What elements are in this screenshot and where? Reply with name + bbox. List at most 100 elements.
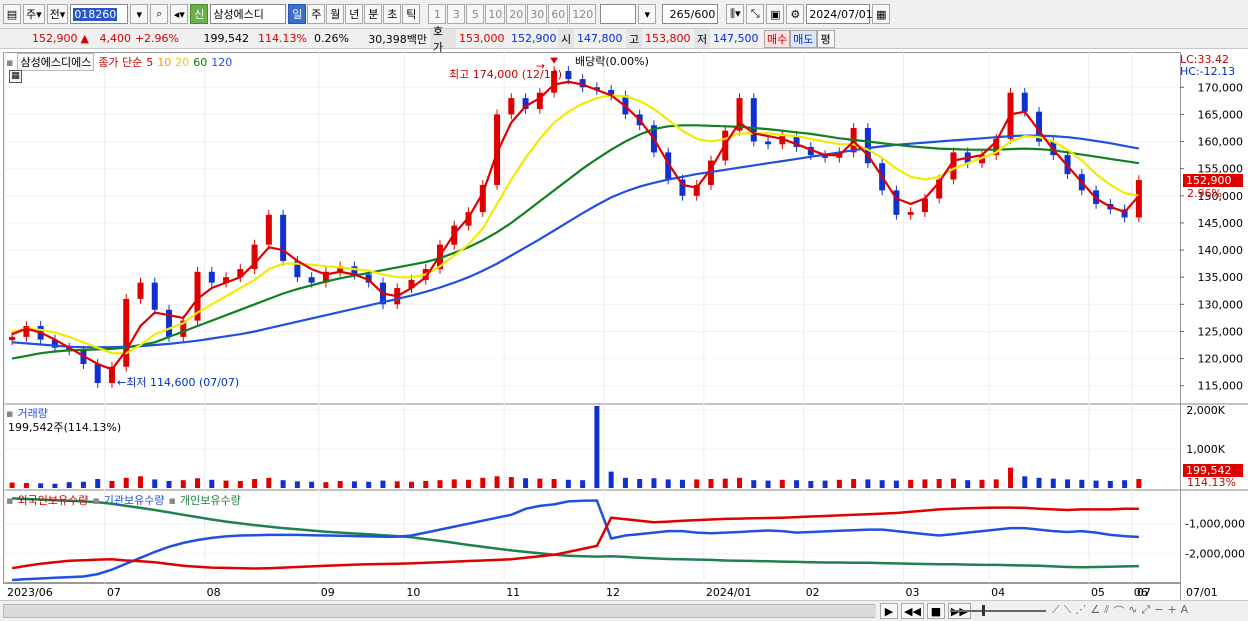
- individual-holdings-line: [12, 497, 1139, 569]
- volume-ratio: 114.13%: [258, 32, 307, 45]
- y-tick-label: 165,000: [1198, 108, 1244, 121]
- fib-tool-icon[interactable]: ⋰: [1075, 603, 1087, 616]
- legend-foreign[interactable]: 외국인보유수량: [17, 494, 89, 507]
- volume-bar: [23, 482, 29, 488]
- volume-bar: [95, 479, 101, 488]
- speaker-icon[interactable]: ◂▾: [170, 4, 189, 24]
- tab-interval-year[interactable]: 년: [345, 4, 364, 24]
- volume-bar: [679, 479, 685, 488]
- volume-bar: [537, 478, 543, 488]
- channel-tool-icon[interactable]: ⫽: [1104, 603, 1110, 616]
- legend-ma120[interactable]: 120: [211, 55, 233, 69]
- angle-tool-icon[interactable]: ∠: [1090, 603, 1101, 616]
- tab-interval-month[interactable]: 월: [326, 4, 345, 24]
- volume-bar: [494, 476, 500, 488]
- tab-interval-tick[interactable]: 틱: [402, 4, 421, 24]
- volume-readout: 199,542주(114.13%): [8, 421, 122, 434]
- volume-bar: [622, 477, 628, 488]
- legend-ma20[interactable]: 20: [175, 55, 190, 69]
- minute-30-button[interactable]: 30: [527, 4, 548, 24]
- scroll-right-icon[interactable]: ▶: [880, 603, 898, 619]
- x-tick-label: 06: [1134, 586, 1148, 599]
- save-icon[interactable]: ▣: [766, 4, 785, 24]
- volume-bar: [708, 479, 714, 488]
- legend-ma5[interactable]: 5: [146, 55, 154, 69]
- volume-bar: [423, 480, 429, 488]
- tab-interval-day[interactable]: 일: [288, 4, 307, 24]
- candle-body: [223, 277, 230, 283]
- tab-interval-minute[interactable]: 분: [364, 4, 383, 24]
- vol-tick-label: 2,000K: [1186, 404, 1225, 417]
- minute-dropdown-icon[interactable]: ▾: [638, 4, 657, 24]
- table-icon[interactable]: ▦: [9, 70, 22, 83]
- candle-body: [337, 266, 344, 272]
- volume-bar: [137, 476, 143, 488]
- gear-icon[interactable]: ⚙: [786, 4, 805, 24]
- search-icon[interactable]: ⌕: [150, 4, 169, 24]
- minute-1-button[interactable]: 1: [428, 4, 447, 24]
- vol-tick-label: 1,000K: [1186, 443, 1225, 456]
- volume-bar: [836, 479, 842, 488]
- investor-legend-marker: ▪: [92, 493, 100, 507]
- candle-body: [365, 274, 372, 283]
- zoom-slider[interactable]: [950, 605, 1046, 616]
- line-tool-icon[interactable]: ⟋: [1052, 603, 1060, 616]
- volume-bar: [993, 479, 999, 488]
- volume-bar: [451, 479, 457, 488]
- calendar-icon[interactable]: ▦: [872, 4, 891, 24]
- cross-tool-icon[interactable]: ⤢: [1141, 603, 1151, 616]
- compare-select[interactable]: 전 ▾: [46, 4, 69, 24]
- trend-tool-icon[interactable]: ⟍: [1063, 603, 1072, 616]
- minute-5-button[interactable]: 5: [466, 4, 485, 24]
- layout-icon[interactable]: ▤: [3, 4, 21, 24]
- minute-3-button[interactable]: 3: [447, 4, 466, 24]
- minute-60-button[interactable]: 60: [548, 4, 569, 24]
- minus-icon[interactable]: −: [1154, 603, 1164, 616]
- scroll-track[interactable]: [3, 604, 876, 618]
- low-annotation: ←최저 114,600 (07/07): [117, 376, 240, 389]
- legend-stock-name[interactable]: 삼성에스디에스: [17, 53, 95, 71]
- stock-name-field[interactable]: 삼성에스디: [210, 4, 287, 24]
- draw-tool-icon[interactable]: ⤡: [746, 4, 765, 24]
- candle-body: [522, 98, 529, 109]
- stock-code-input[interactable]: 018260: [70, 4, 129, 24]
- vol-pct-tag: 114.13%: [1187, 476, 1236, 489]
- legend-ma60[interactable]: 60: [193, 55, 208, 69]
- eval-button[interactable]: 평: [816, 29, 835, 48]
- legend-individual[interactable]: 개인보유수량: [179, 494, 241, 507]
- tab-interval-week[interactable]: 주: [307, 4, 326, 24]
- minute-120-button[interactable]: 120: [569, 4, 597, 24]
- minute-20-button[interactable]: 20: [506, 4, 527, 24]
- candle-body: [322, 271, 329, 283]
- x-tick-label: 03: [906, 586, 920, 599]
- plus-icon[interactable]: +: [1167, 603, 1177, 616]
- ma120-line: [12, 134, 1140, 349]
- stop-icon[interactable]: ■: [926, 603, 945, 619]
- candle-type-icon[interactable]: ⫼▾: [726, 4, 745, 24]
- zoom-slider-handle[interactable]: [982, 605, 985, 616]
- volume-bar: [908, 479, 914, 488]
- candle-body: [308, 277, 315, 283]
- buy-button[interactable]: 매수: [764, 29, 791, 48]
- legend-institution[interactable]: 기관보유수량: [103, 494, 165, 507]
- count-field[interactable]: 265/600: [662, 4, 719, 24]
- date-field[interactable]: 2024/07/01: [806, 4, 873, 24]
- volume-bar: [1107, 480, 1113, 488]
- volume-label[interactable]: 거래량: [17, 407, 48, 420]
- sell-button[interactable]: 매도: [790, 29, 817, 48]
- volume-bar: [80, 481, 86, 488]
- scroll-thumb[interactable]: [4, 605, 876, 617]
- tab-interval-second[interactable]: 초: [383, 4, 402, 24]
- wave-tool-icon[interactable]: ∿: [1128, 603, 1138, 616]
- minute-10-button[interactable]: 10: [485, 4, 506, 24]
- arc-tool-icon[interactable]: ⌒: [1113, 605, 1125, 618]
- text-tool-icon[interactable]: A: [1180, 603, 1189, 616]
- minute-custom-input[interactable]: [600, 4, 637, 24]
- code-dropdown-icon[interactable]: ▾: [130, 4, 149, 24]
- volume-bar: [594, 406, 600, 488]
- y-tick-label: 120,000: [1198, 353, 1244, 366]
- legend-ma10[interactable]: 10: [157, 55, 172, 69]
- period-type-select[interactable]: 주 ▾: [23, 4, 45, 24]
- rewind-icon[interactable]: ◀◀: [901, 603, 924, 619]
